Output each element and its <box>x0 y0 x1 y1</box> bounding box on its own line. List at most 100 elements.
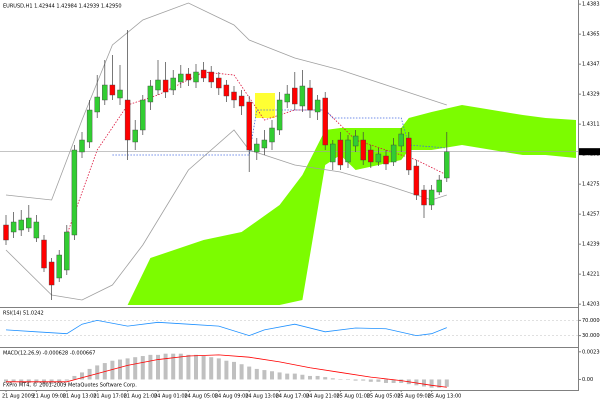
y-tick-label: 1.42755 <box>582 182 600 188</box>
candle-body <box>147 85 154 103</box>
candle-body <box>413 165 420 196</box>
candle-body <box>56 254 62 279</box>
candle-body <box>269 127 275 143</box>
candle-body <box>79 139 85 153</box>
marks <box>0 2 578 388</box>
candle-body <box>3 224 9 241</box>
macd-bar <box>292 373 297 380</box>
y-tick-label: 1.42575 <box>582 212 600 218</box>
macd-bar <box>194 354 198 380</box>
candle-body <box>216 77 222 89</box>
candle-body <box>48 261 55 286</box>
candle-body <box>41 239 47 269</box>
macd-bar <box>201 356 206 380</box>
x-tick-label: 21 Aug 21:00 <box>124 394 158 400</box>
x-tick-label: 24 Aug 21:00 <box>306 394 340 400</box>
macd-bar <box>422 379 426 387</box>
macd-bar <box>414 379 419 386</box>
y-tick-label: 1.42395 <box>582 242 600 248</box>
candle-body <box>246 101 252 151</box>
macd-title: MACD(12,26,9) -0.000628 -0.000667 <box>3 351 95 357</box>
macd-bar <box>57 379 62 383</box>
candle-body <box>375 153 382 163</box>
x-tick-label: 25 Aug 05:00 <box>367 394 401 400</box>
macd-bar <box>247 366 252 380</box>
macd-bar <box>224 360 229 380</box>
macd-bar <box>95 365 100 380</box>
macd-bar <box>19 379 24 383</box>
macd-bar <box>384 379 388 383</box>
macd-bar <box>186 354 191 380</box>
rsi-line <box>5 319 447 337</box>
candle-body <box>390 144 397 163</box>
candle-body <box>299 85 306 107</box>
macd-bar <box>368 379 373 382</box>
candle-body <box>330 143 336 163</box>
macd-bar <box>110 360 115 380</box>
macd-bar <box>346 379 350 380</box>
macd-bar <box>64 379 69 381</box>
candle-body <box>140 99 146 131</box>
macd-bar <box>133 357 138 380</box>
x-tick-label: 25 Aug 09:00 <box>397 394 431 400</box>
candle-body <box>223 84 230 97</box>
macd-bar <box>232 361 236 380</box>
macd-bar <box>118 359 122 380</box>
macd-bar <box>148 354 153 380</box>
macd-bar <box>391 379 396 383</box>
signal-line <box>6 354 447 388</box>
candle-body <box>109 84 116 96</box>
macd-bar <box>262 370 267 380</box>
x-tick-label: 21 Aug 13:00 <box>63 394 97 400</box>
x-tick-label: 25 Aug 01:00 <box>336 394 370 400</box>
macd-bar <box>26 379 31 383</box>
macd-bar <box>270 371 274 380</box>
indicator-line <box>5 2 447 201</box>
candle-body <box>322 97 328 146</box>
macd-bar <box>209 357 214 380</box>
x-tick-label: 24 Aug 09:00 <box>215 394 249 400</box>
macd-bar <box>239 364 244 380</box>
candle-body <box>86 109 93 143</box>
candle-body <box>64 231 70 271</box>
macd-bar <box>11 379 16 382</box>
candle-body <box>208 71 214 83</box>
macd-bar <box>216 358 221 380</box>
candle-body <box>117 89 123 99</box>
highlight-box <box>255 93 275 118</box>
candle-body <box>254 143 260 153</box>
plot-area <box>255 93 275 118</box>
chart-title: EURUSD,H1 1.42944 1.42984 1.42939 1.4295… <box>3 4 122 10</box>
candle-body <box>94 96 100 113</box>
candle-body <box>398 133 404 147</box>
candle-body <box>352 135 359 147</box>
candle-body <box>231 91 237 101</box>
macd-bar <box>178 353 183 380</box>
candle-body <box>276 99 283 131</box>
candle-body <box>200 69 207 79</box>
candle-body <box>193 71 199 83</box>
macd-bar <box>285 373 290 380</box>
candle-body <box>421 189 427 206</box>
copyright: FXPro MT4, © 2001-2009 MetaQuotes Softwa… <box>3 382 137 389</box>
macd-bar <box>361 379 366 381</box>
macd-bar <box>315 375 320 380</box>
candle-body <box>170 77 176 91</box>
x-tick-label: 24 Aug 01:00 <box>154 394 188 400</box>
x-tick-label: 21 Aug 17:00 <box>93 394 127 400</box>
candle-body <box>185 73 192 81</box>
candle-body <box>345 139 351 163</box>
candle-body <box>238 95 245 107</box>
indicator-line <box>5 129 447 301</box>
candle-body <box>261 139 268 149</box>
macd-bar <box>254 368 259 380</box>
y-tick-label: 1.43655 <box>582 32 600 38</box>
candle-body <box>368 149 374 163</box>
last-price-box <box>579 148 600 156</box>
candle-body <box>178 73 184 83</box>
macd-bar <box>4 379 8 382</box>
x-tick-label: 24 Aug 05:00 <box>184 394 218 400</box>
candle-body <box>10 221 17 233</box>
